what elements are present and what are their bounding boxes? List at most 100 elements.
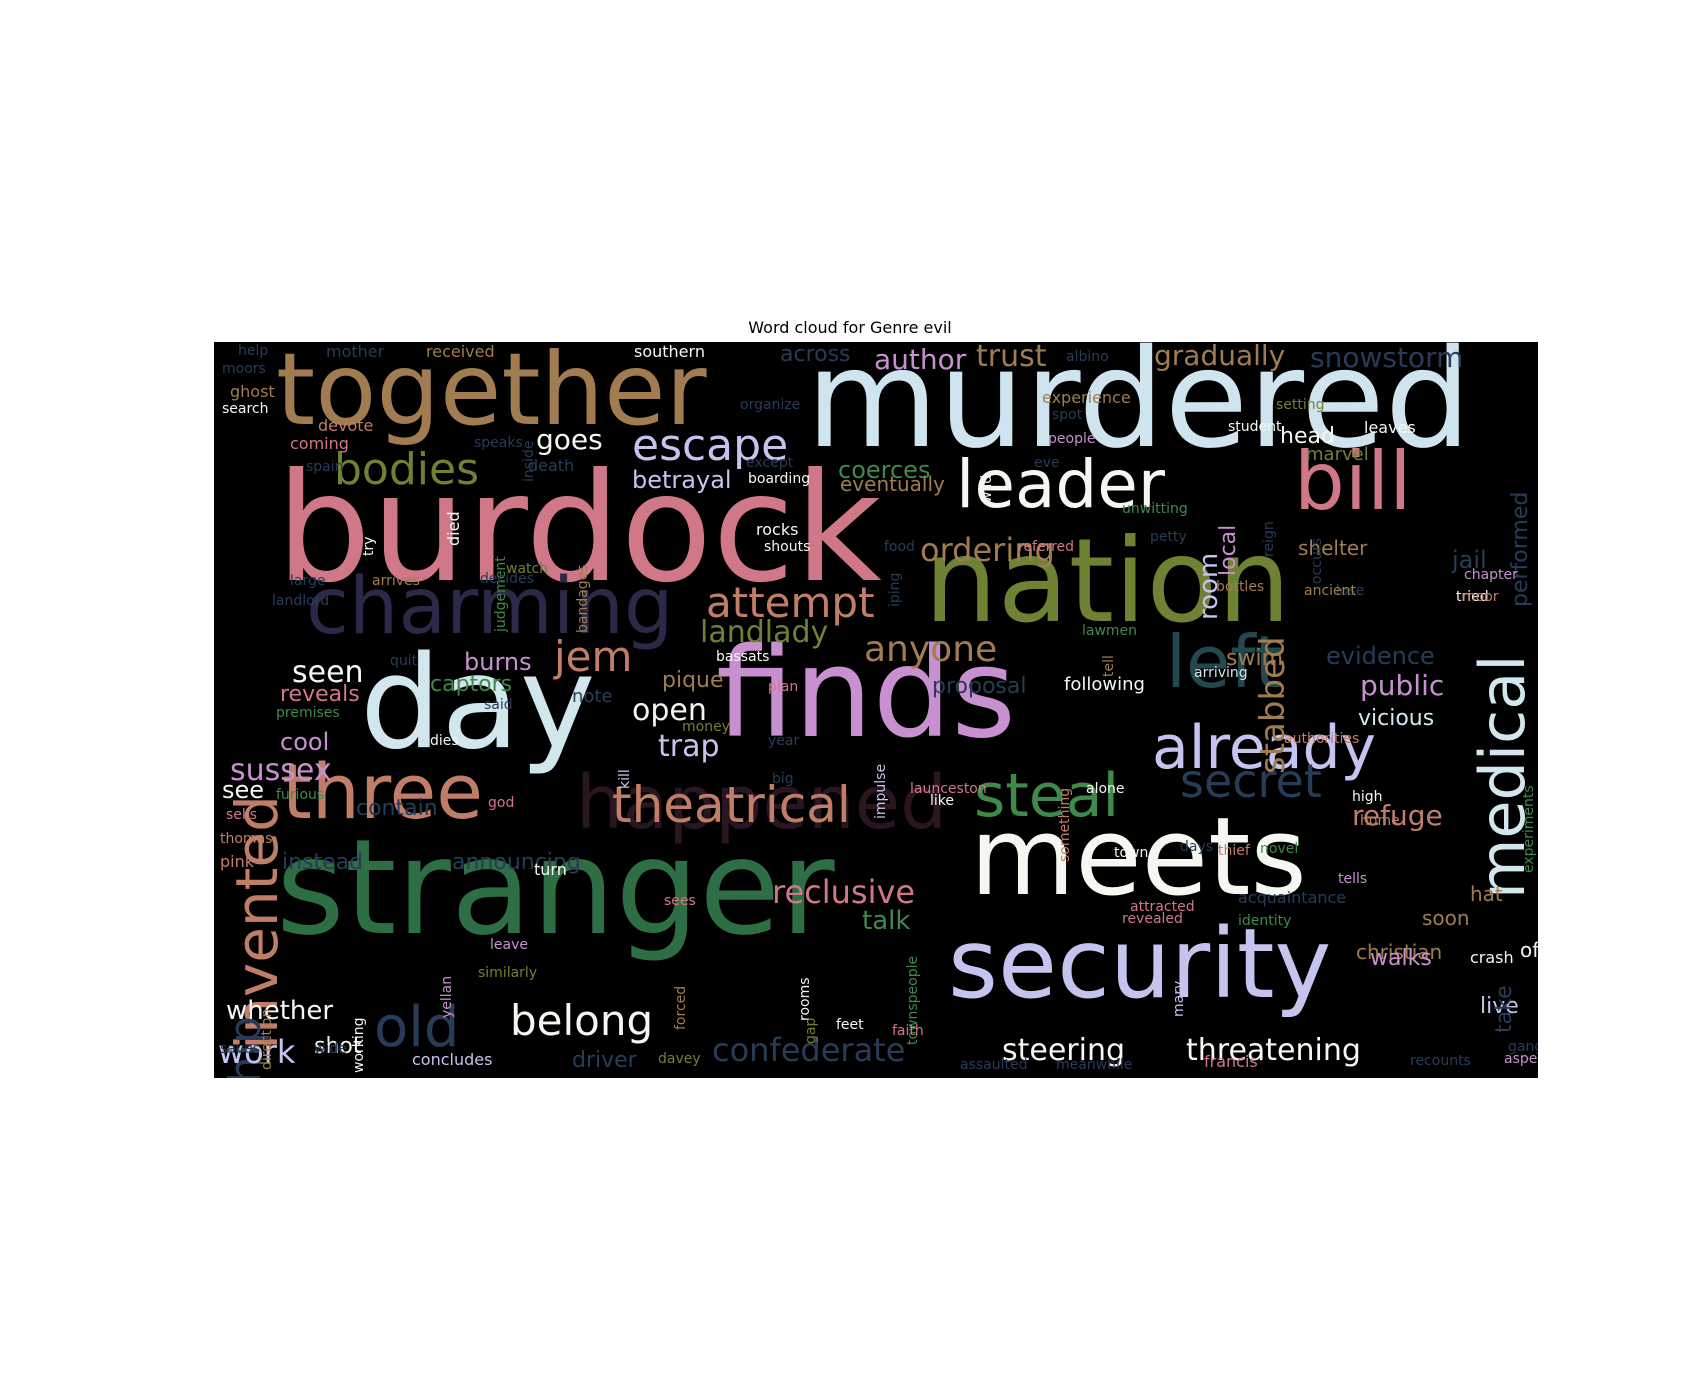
word-178: mary [1171, 980, 1187, 1017]
word-38: author [874, 343, 967, 376]
word-139: plan [768, 679, 799, 695]
word-87: hat [1470, 882, 1503, 906]
word-100: boarding [748, 471, 811, 487]
word-36: snowstorm [1310, 342, 1464, 374]
word-148: sells [226, 807, 257, 823]
word-125: arrives [372, 573, 420, 589]
word-146: big [772, 771, 794, 787]
word-108: student [1228, 419, 1282, 435]
word-110: marvel [1306, 444, 1369, 465]
word-65: proposal [932, 674, 1027, 699]
word-184: concludes [412, 1050, 493, 1069]
word-150: launceston [910, 781, 987, 797]
word-11: bill [1294, 435, 1412, 528]
word-34: threatening [1186, 1033, 1361, 1068]
word-114: petty [1150, 529, 1187, 545]
word-156: thomas [220, 831, 273, 847]
word-152: alone [1086, 781, 1125, 797]
word-22: secret [1180, 754, 1322, 808]
word-134: tell [1101, 654, 1117, 677]
word-84: walks [1370, 946, 1432, 971]
word-143: dies [430, 733, 459, 749]
word-39: across [780, 342, 851, 367]
word-138: said [484, 697, 513, 713]
word-170: direction [259, 1008, 275, 1071]
word-191: gang [1508, 1039, 1538, 1055]
word-137: premises [276, 705, 340, 721]
word-54: coerces [838, 456, 931, 484]
word-118: shouts [764, 539, 811, 555]
word-3: finds [716, 622, 1017, 766]
word-30: reclusive [772, 873, 916, 911]
word-102: inside [521, 440, 537, 483]
word-172: yellan [439, 975, 455, 1019]
word-53: betrayal [632, 466, 732, 494]
word-50: seen [292, 655, 364, 690]
word-188: francis [1204, 1052, 1258, 1071]
word-21: attempt [706, 578, 875, 627]
word-82: crash [1470, 948, 1514, 967]
word-179: gap [803, 1017, 819, 1045]
word-52: goes [536, 423, 603, 456]
word-67: arriving [1194, 665, 1248, 681]
word-123: watch [506, 561, 549, 577]
word-19: steal [974, 761, 1120, 831]
word-47: work [218, 1033, 296, 1071]
word-98: death [528, 456, 575, 475]
word-86: soon [1422, 906, 1470, 930]
word-96: coming [290, 434, 349, 453]
word-12: left [1166, 620, 1283, 704]
word-46: jail [1452, 546, 1487, 574]
word-62: chapter [1464, 567, 1518, 583]
word-9: charming [306, 562, 674, 652]
word-91: mother [326, 342, 385, 361]
word-83: offers [1520, 938, 1538, 962]
word-66: following [1064, 674, 1145, 695]
word-104: experience [1042, 388, 1131, 407]
word-162: novel [1260, 841, 1299, 857]
word-95: devote [318, 416, 374, 435]
word-55: eventually [840, 472, 945, 496]
word-151: like [930, 793, 955, 809]
word-41: landlady [700, 615, 829, 650]
word-59: head [1280, 424, 1335, 449]
word-173: leave [490, 937, 528, 953]
chart-title: Word cloud for Genre evil [748, 318, 952, 337]
word-28: ordering [920, 531, 1055, 569]
word-78: talk [862, 906, 911, 936]
word-24: belong [510, 996, 654, 1045]
word-124: large [290, 573, 326, 589]
word-115: food [884, 539, 915, 555]
word-174: similarly [478, 965, 538, 981]
word-141: impulse [873, 763, 889, 819]
word-120: bandages [575, 564, 591, 634]
word-63: tried [1456, 589, 1489, 605]
word-159: days [1180, 839, 1214, 855]
word-132: moor [1462, 589, 1499, 605]
word-44: vicious [1358, 706, 1435, 731]
word-129: lose [1336, 583, 1365, 599]
word-183: wide [314, 1041, 347, 1057]
word-5: meets [970, 795, 1307, 920]
word-116: referred [1018, 539, 1075, 555]
word-181: faith [892, 1023, 924, 1039]
word-101: organize [740, 397, 801, 413]
word-133: lawmen [1082, 623, 1138, 639]
word-107: eve [1034, 455, 1060, 471]
word-111: reign [1261, 521, 1277, 558]
word-0: burdock [276, 442, 882, 616]
word-131: ancient [1304, 583, 1357, 599]
word-85: live [1480, 994, 1519, 1019]
word-105: spot [1052, 407, 1083, 423]
word-165: acquaintance [1238, 888, 1347, 907]
word-23: old [374, 995, 460, 1060]
word-194: speaks [474, 435, 523, 451]
word-193: moors [222, 361, 266, 377]
word-75: contain [356, 796, 438, 821]
word-109: setting [1276, 397, 1325, 413]
word-72: reveals [280, 682, 360, 707]
word-64: swim [1226, 646, 1283, 671]
word-112: occurs [1309, 538, 1325, 585]
word-185: davey [658, 1051, 701, 1067]
word-176: rooms [797, 977, 813, 1022]
